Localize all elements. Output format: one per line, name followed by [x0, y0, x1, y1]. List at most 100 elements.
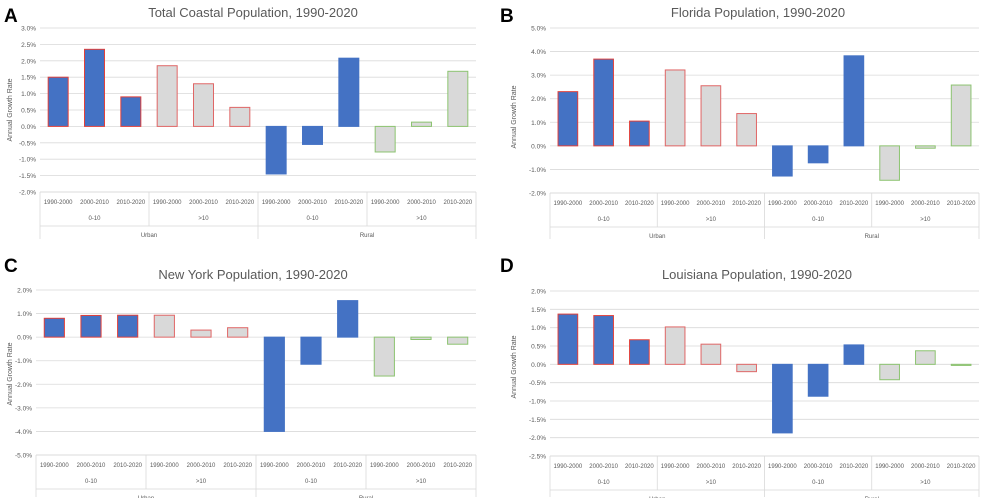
x-tick-label: 2010-2020 [334, 200, 363, 206]
group-label: 0-10 [85, 479, 98, 485]
y-tick-label: -1.0% [19, 157, 36, 164]
bar [664, 326, 686, 365]
bar [447, 70, 469, 127]
bar [593, 58, 614, 147]
group-label: 0-10 [306, 216, 319, 222]
chart-title: Total Coastal Population, 1990-2020 [148, 5, 358, 20]
chart-svg-d: D Louisiana Population, 1990-2020 Annual… [500, 256, 980, 503]
y-tick-label: 4.0% [531, 49, 546, 56]
group-label: 0-10 [598, 480, 611, 486]
x-tick-label: 2010-2020 [443, 463, 472, 469]
chart-panel-c: C New York Population, 1990-2020 Annual … [0, 249, 494, 502]
x-tick-label: 2010-2020 [625, 201, 654, 207]
x-tick-label: 2000-2010 [77, 463, 106, 469]
x-tick-label: 2010-2020 [840, 464, 869, 470]
x-tick-label: 2010-2020 [732, 201, 761, 207]
bar [229, 106, 251, 127]
x-tick-label: 2010-2020 [947, 201, 976, 207]
y-tick-label: -4.0% [15, 429, 32, 436]
bar [337, 300, 359, 338]
bar [772, 363, 793, 434]
y-tick-label: -1.0% [15, 358, 32, 365]
x-tick-label: 2000-2010 [911, 464, 940, 470]
y-tick-label: 1.0% [531, 120, 546, 127]
bar [557, 313, 579, 365]
x-tick-label: 1990-2000 [153, 200, 182, 206]
y-axis-label: Annual Growth Rate [511, 85, 518, 148]
y-tick-label: -1.0% [529, 167, 546, 174]
y-tick-label: 3.0% [21, 26, 36, 33]
group-label: 0-10 [305, 479, 318, 485]
supergroup-label: Rural [865, 234, 879, 240]
bar [117, 314, 139, 338]
x-tick-label: 2000-2010 [911, 201, 940, 207]
y-tick-label: 0.0% [17, 335, 32, 342]
chart-panel-b: B Florida Population, 1990-2020 Annual G… [494, 0, 989, 249]
x-tick-label: 1990-2000 [262, 200, 291, 206]
bar [807, 363, 829, 397]
y-tick-label: 1.0% [17, 311, 32, 318]
group-label: >10 [920, 480, 931, 486]
bar [700, 343, 722, 365]
y-tick-label: 0.0% [531, 362, 546, 369]
panel-letter: A [4, 6, 18, 27]
x-tick-label: 2000-2010 [187, 463, 216, 469]
bar [84, 48, 105, 127]
bar [950, 84, 972, 147]
y-tick-label: 2.0% [17, 288, 32, 295]
bar [265, 125, 287, 175]
y-tick-label: -2.0% [15, 382, 32, 389]
bar [410, 336, 432, 341]
x-tick-label: 2010-2020 [333, 463, 362, 469]
bar [807, 145, 829, 164]
group-label: >10 [416, 479, 427, 485]
chart-svg-a: A Total Coastal Population, 1990-2020 An… [4, 5, 477, 239]
x-tick-label: 1990-2000 [554, 464, 583, 470]
x-tick-label: 1990-2000 [371, 200, 400, 206]
x-tick-label: 1990-2000 [44, 200, 73, 206]
bar [153, 314, 175, 338]
x-tick-label: 2010-2020 [625, 464, 654, 470]
y-tick-label: -2.0% [19, 190, 36, 197]
chart-title: Florida Population, 1990-2020 [671, 5, 845, 20]
x-tick-label: 2010-2020 [225, 200, 254, 206]
bar [736, 363, 757, 373]
y-tick-label: -1.5% [19, 173, 36, 180]
group-label: >10 [198, 216, 209, 222]
y-tick-label: 5.0% [531, 26, 546, 33]
supergroup-label: Urban [649, 234, 665, 240]
bar [664, 69, 686, 147]
bar [915, 350, 936, 365]
y-tick-label: 2.0% [531, 96, 546, 103]
bar [915, 145, 936, 149]
bar [190, 329, 212, 338]
bar [879, 145, 900, 181]
bar [263, 336, 285, 432]
x-tick-label: 1990-2000 [875, 464, 904, 470]
group-label: >10 [706, 217, 717, 223]
y-tick-label: 1.0% [531, 325, 546, 332]
group-label: 0-10 [88, 216, 101, 222]
bar [557, 91, 579, 147]
panel-letter: D [500, 256, 514, 277]
x-tick-label: 1990-2000 [768, 464, 797, 470]
y-tick-label: -0.5% [529, 380, 546, 387]
bar [80, 314, 102, 338]
bar [374, 125, 396, 153]
bar [629, 339, 650, 365]
bar [843, 344, 865, 365]
x-tick-label: 2010-2020 [443, 200, 472, 206]
bar [227, 327, 249, 338]
x-tick-label: 2000-2010 [407, 200, 436, 206]
bar [300, 336, 322, 365]
x-tick-label: 1990-2000 [260, 463, 289, 469]
x-tick-label: 1990-2000 [554, 201, 583, 207]
group-label: 0-10 [812, 217, 825, 223]
bar [843, 55, 865, 147]
chart-title: New York Population, 1990-2020 [158, 267, 347, 282]
x-tick-label: 2010-2020 [840, 201, 869, 207]
x-tick-label: 2000-2010 [80, 200, 109, 206]
bar [47, 76, 69, 127]
supergroup-label: Rural [360, 233, 374, 239]
y-tick-label: 2.0% [21, 58, 36, 65]
